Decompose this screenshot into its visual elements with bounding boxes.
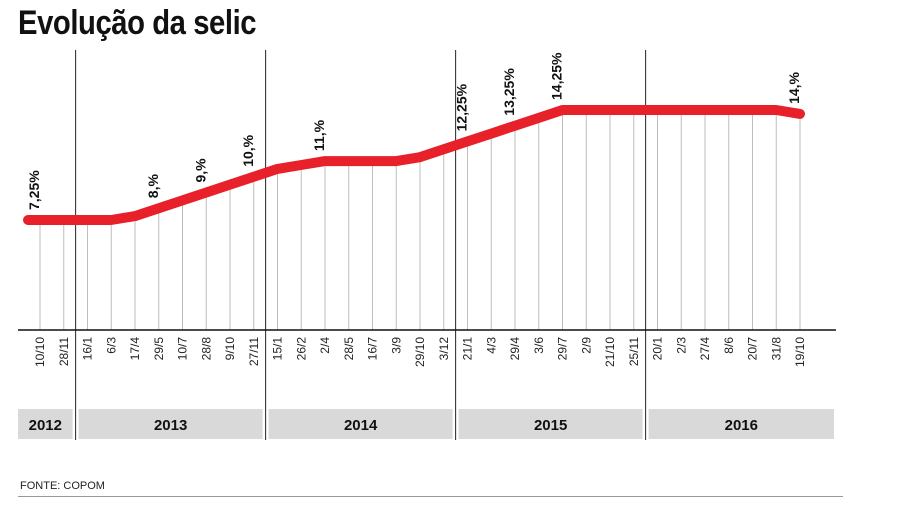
x-tick-label: 27/4 <box>698 337 712 361</box>
data-label: 10,% <box>240 134 256 166</box>
year-label: 2016 <box>725 417 758 434</box>
x-tick-label: 27/11 <box>247 337 261 366</box>
x-tick-label: 2/4 <box>318 337 332 354</box>
x-tick-label: 16/7 <box>366 337 380 361</box>
year-band <box>78 409 263 439</box>
x-tick-label: 8/6 <box>722 337 736 354</box>
x-tick-label: 4/3 <box>484 337 498 354</box>
year-label: 2012 <box>29 417 62 434</box>
year-band <box>458 409 643 439</box>
data-label: 14,% <box>786 71 802 103</box>
x-tick-label: 10/7 <box>176 337 190 361</box>
x-tick-label: 15/1 <box>271 337 285 361</box>
x-tick-label: 28/5 <box>342 337 356 361</box>
year-band <box>18 409 73 439</box>
x-tick-label: 19/10 <box>793 337 807 367</box>
x-tick-label: 21/1 <box>461 337 475 361</box>
x-tick-label: 6/3 <box>104 337 118 354</box>
x-tick-label: 25/11 <box>627 337 641 366</box>
x-tick-label: 20/7 <box>746 337 760 361</box>
x-tick-label: 2/3 <box>674 337 688 354</box>
data-label: 8,% <box>145 174 161 199</box>
x-tick-label: 16/1 <box>81 337 95 361</box>
x-tick-label: 3/6 <box>532 337 546 354</box>
x-tick-label: 29/7 <box>556 337 570 361</box>
x-tick-label: 3/9 <box>389 337 403 354</box>
x-tick-label: 28/11 <box>57 337 71 366</box>
x-tick-label: 29/4 <box>508 337 522 361</box>
x-tick-label: 29/10 <box>413 337 427 367</box>
x-tick-label: 29/5 <box>152 337 166 361</box>
x-tick-label: 17/4 <box>128 337 142 361</box>
data-label: 9,% <box>192 158 208 183</box>
data-label: 11,% <box>311 119 327 151</box>
x-tick-label: 31/8 <box>769 337 783 361</box>
data-label: 7,25% <box>26 170 42 210</box>
x-tick-label: 3/12 <box>437 337 451 361</box>
x-tick-label: 10/10 <box>33 337 47 367</box>
selic-series-line <box>23 105 805 225</box>
data-label: 14,25% <box>549 52 565 100</box>
x-tick-label: 20/1 <box>651 337 665 361</box>
x-tick-label: 28/8 <box>199 337 213 361</box>
year-label: 2013 <box>154 417 187 434</box>
year-label: 2015 <box>534 417 567 434</box>
footer-divider <box>18 496 843 497</box>
x-tick-label: 26/2 <box>294 337 308 361</box>
year-label: 2014 <box>344 417 378 434</box>
year-band <box>268 409 453 439</box>
chart-title: Evolução da selic <box>18 4 257 42</box>
data-label: 13,25% <box>501 68 517 116</box>
x-tick-label: 9/10 <box>223 337 237 361</box>
year-band <box>648 409 834 439</box>
x-tick-label: 2/9 <box>579 337 593 354</box>
source-note: FONTE: COPOM <box>20 480 105 492</box>
x-tick-label: 21/10 <box>603 337 617 367</box>
data-label: 12,25% <box>454 83 470 131</box>
